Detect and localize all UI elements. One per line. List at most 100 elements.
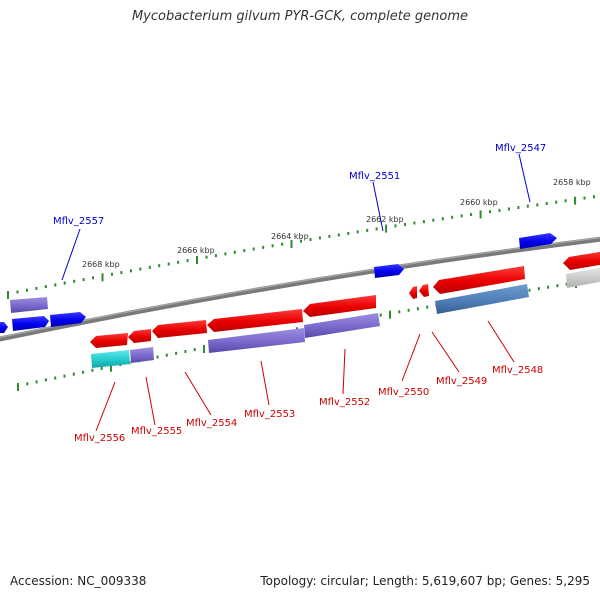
minor-tick <box>337 233 340 237</box>
major-tick <box>17 383 19 391</box>
minor-tick <box>441 217 444 221</box>
reverse-cds-arrow[interactable] <box>152 320 207 338</box>
minor-tick <box>243 249 246 253</box>
genome-summary-label: Topology: circular; Length: 5,619,607 bp… <box>260 574 590 588</box>
accession-label: Accession: NC_009338 <box>10 574 147 588</box>
gene-label-mflv-2547[interactable]: Mflv_2547 <box>495 143 546 154</box>
minor-tick <box>347 231 350 235</box>
forward-cds-arrow[interactable] <box>12 316 49 331</box>
gene-label-mflv-2555[interactable]: Mflv_2555 <box>131 426 182 437</box>
minor-tick <box>583 196 586 200</box>
minor-tick <box>564 199 567 203</box>
minor-tick <box>451 215 454 219</box>
minor-tick <box>407 308 410 312</box>
minor-tick <box>233 250 236 254</box>
reverse-cds-arrow[interactable] <box>207 309 303 332</box>
major-tick <box>290 239 293 248</box>
minor-tick <box>309 238 312 241</box>
minor-tick <box>44 378 47 382</box>
gene-label-mflv-2553[interactable]: Mflv_2553 <box>244 409 295 420</box>
minor-tick <box>398 310 401 314</box>
forward-cds-arrow[interactable] <box>374 264 404 278</box>
cyan-feature-block[interactable] <box>91 350 130 368</box>
minor-tick <box>184 350 187 353</box>
minor-tick <box>356 230 359 234</box>
gene-label-mflv-2549[interactable]: Mflv_2549 <box>436 376 487 387</box>
minor-tick <box>394 224 397 228</box>
minor-tick <box>158 264 161 268</box>
major-tick <box>110 363 112 372</box>
minor-tick <box>413 221 416 225</box>
forward-cds-arrow[interactable] <box>0 322 8 333</box>
minor-tick <box>507 207 510 211</box>
ruler-label-2664: 2664 kbp <box>271 232 309 241</box>
minor-tick <box>593 195 595 199</box>
reverse-cds-arrow[interactable] <box>563 251 600 270</box>
steelblue-feature-block[interactable] <box>435 284 529 314</box>
minor-tick <box>224 252 227 256</box>
reverse-cds-arrow[interactable] <box>90 333 128 348</box>
reverse-feature-block[interactable] <box>130 347 154 363</box>
minor-tick <box>271 244 274 248</box>
minor-tick <box>16 290 19 294</box>
ruler-label-2658: 2658 kbp <box>553 178 591 187</box>
ruler-label-2668: 2668 kbp <box>82 260 120 269</box>
major-tick <box>196 256 198 265</box>
minor-tick <box>565 282 568 286</box>
minor-tick <box>366 228 369 232</box>
major-tick <box>101 273 104 282</box>
forward-cds-arrow[interactable] <box>519 233 557 249</box>
minor-tick <box>82 370 85 374</box>
minor-tick <box>375 227 378 231</box>
reverse-cds-arrow[interactable] <box>419 284 429 297</box>
minor-tick <box>416 307 419 311</box>
gene-label-mflv-2557[interactable]: Mflv_2557 <box>53 216 104 227</box>
ruler-label-2666: 2666 kbp <box>177 246 215 255</box>
minor-tick <box>498 208 501 212</box>
minor-tick <box>92 276 95 280</box>
minor-tick <box>537 287 540 291</box>
reverse-strand-features <box>90 251 600 368</box>
minor-tick <box>156 355 159 359</box>
minor-tick <box>556 284 559 288</box>
partial-gray-feature[interactable] <box>566 267 600 288</box>
minor-tick <box>252 247 255 251</box>
gene-label-mflv-2548[interactable]: Mflv_2548 <box>492 365 543 376</box>
minor-tick <box>545 202 548 205</box>
reverse-cds-arrow[interactable] <box>433 266 525 294</box>
reverse-feature-block[interactable] <box>208 328 305 353</box>
minor-tick <box>432 218 435 222</box>
gene-label-mflv-2550[interactable]: Mflv_2550 <box>378 387 429 398</box>
gene-label-mflv-2554[interactable]: Mflv_2554 <box>186 418 237 429</box>
minor-tick <box>63 374 66 378</box>
major-tick <box>389 310 391 319</box>
minor-tick <box>54 283 57 287</box>
forward-cds-arrow[interactable] <box>50 312 86 327</box>
minor-tick <box>175 351 178 355</box>
minor-tick <box>82 278 85 282</box>
minor-tick <box>148 265 151 269</box>
gene-label-mflv-2552[interactable]: Mflv_2552 <box>319 397 370 408</box>
minor-tick <box>35 380 38 384</box>
major-tick <box>385 224 388 233</box>
reverse-feature-block[interactable] <box>304 313 380 338</box>
minor-tick <box>91 368 94 372</box>
minor-tick <box>100 366 103 370</box>
reverse-cds-arrow[interactable] <box>303 295 376 317</box>
minor-tick <box>262 245 265 249</box>
reverse-cds-arrow[interactable] <box>128 329 151 343</box>
gene-label-mflv-2551[interactable]: Mflv_2551 <box>349 171 400 182</box>
major-tick <box>574 196 577 205</box>
forward-feature-block[interactable] <box>10 297 48 313</box>
minor-tick <box>205 255 208 259</box>
minor-tick <box>120 271 123 275</box>
minor-tick <box>318 236 321 240</box>
major-tick <box>479 210 482 219</box>
minor-tick <box>165 353 168 357</box>
reverse-cds-arrow[interactable] <box>409 286 417 299</box>
minor-tick <box>111 272 113 276</box>
gene-label-mflv-2556[interactable]: Mflv_2556 <box>74 433 125 444</box>
minor-tick <box>186 259 189 263</box>
minor-tick <box>72 372 75 376</box>
